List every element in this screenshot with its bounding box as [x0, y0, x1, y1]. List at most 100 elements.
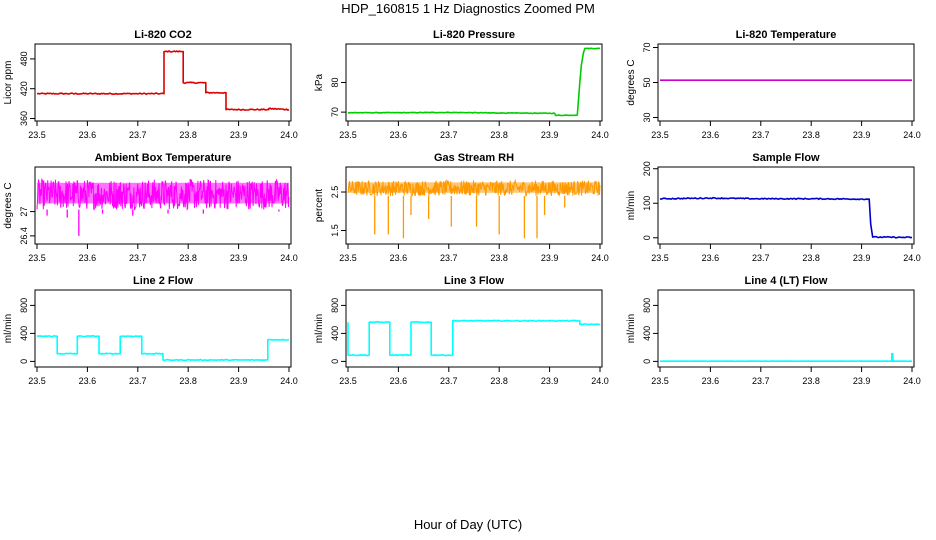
plot-frame — [345, 43, 603, 122]
y-tick-label: 400 — [19, 326, 29, 341]
y-axis-label: degrees C — [3, 182, 14, 228]
x-tick-label: 23.6 — [390, 376, 408, 386]
x-tick-label: 23.6 — [390, 130, 408, 140]
plot-frame — [657, 289, 915, 368]
panel-title: Gas Stream RH — [434, 152, 514, 164]
x-tick-label: 23.7 — [440, 376, 458, 386]
x-tick-label: 23.9 — [853, 253, 871, 263]
x-tick-label: 23.6 — [702, 376, 720, 386]
plot-frame — [657, 43, 915, 122]
panel-li-820-co2: Li-820 CO2 Licor ppm 23.5 23.6 23.7 23.8 23.9 2… — [3, 29, 298, 140]
x-tick-label: 23.6 — [79, 253, 97, 263]
data-band — [37, 182, 289, 204]
x-tick-label: 23.9 — [853, 130, 871, 140]
panel-title: Ambient Box Temperature — [95, 152, 232, 164]
x-tick-label: 23.9 — [853, 376, 871, 386]
panel-li-820-temperature: Li-820 Temperature degrees C 23.5 23.6 23.7 2… — [626, 29, 921, 140]
plot-frame — [34, 289, 292, 368]
y-tick-label: 0 — [642, 235, 652, 240]
data-line — [659, 352, 912, 363]
x-tick-label: 23.5 — [339, 253, 357, 263]
data-band — [348, 182, 600, 193]
y-tick-label: 200 — [642, 161, 652, 176]
y-tick-label: 0 — [642, 359, 652, 364]
x-tick-label: 23.8 — [802, 376, 820, 386]
y-axis-label: degrees C — [626, 59, 637, 105]
x-tick-label: 23.5 — [339, 376, 357, 386]
x-tick-label: 23.9 — [230, 253, 248, 263]
plot-frame — [345, 289, 603, 368]
plot-frame — [34, 43, 292, 122]
series-sample-flow — [659, 196, 913, 239]
plot-frame — [657, 166, 915, 245]
y-tick-label: 480 — [19, 51, 29, 66]
x-tick-label: 23.7 — [129, 253, 147, 263]
y-tick-label: 400 — [330, 326, 340, 341]
y-tick-label: 70 — [642, 42, 652, 52]
panel-title: Li-820 Temperature — [736, 29, 837, 41]
data-line — [659, 196, 913, 239]
x-tick-label: 23.8 — [490, 253, 508, 263]
x-tick-label: 23.7 — [440, 253, 458, 263]
y-tick-label: 400 — [642, 326, 652, 341]
y-tick-label: 80 — [330, 77, 340, 87]
x-tick-label: 23.5 — [651, 376, 669, 386]
y-axis-label: Licor ppm — [3, 61, 14, 105]
x-tick-label: 23.8 — [802, 130, 820, 140]
data-line — [347, 319, 601, 357]
y-tick-label: 0 — [330, 359, 340, 364]
x-tick-label: 24.0 — [903, 376, 921, 386]
y-axis-label: ml/min — [314, 314, 325, 343]
y-tick-label: 100 — [642, 196, 652, 211]
panel-title: Li-820 Pressure — [433, 29, 515, 41]
data-line — [36, 334, 290, 362]
data-line — [36, 50, 290, 111]
y-tick-label: 27 — [19, 207, 29, 217]
series-line-4-lt-flow — [659, 352, 912, 363]
x-tick-label: 23.6 — [390, 253, 408, 263]
y-tick-label: 2.5 — [330, 186, 340, 199]
x-tick-label: 23.8 — [490, 376, 508, 386]
y-tick-label: 800 — [330, 298, 340, 313]
data-line — [347, 47, 601, 117]
x-tick-label: 23.6 — [702, 130, 720, 140]
panel-sample-flow: Sample Flow ml/min 23.5 23.6 23.7 23.8 23.9 24.… — [626, 152, 921, 263]
x-tick-label: 23.7 — [752, 376, 770, 386]
x-tick-label: 23.9 — [230, 376, 248, 386]
x-tick-label: 24.0 — [280, 130, 298, 140]
y-axis-label: ml/min — [626, 314, 637, 343]
y-axis-label: kPa — [314, 73, 325, 91]
x-tick-label: 23.5 — [28, 253, 46, 263]
panel-title: Li-820 CO2 — [134, 29, 191, 41]
series-line-2-flow — [36, 334, 290, 362]
plot-frame — [345, 166, 603, 245]
panel-li-820-pressure: Li-820 Pressure kPa 23.5 23.6 23.7 23.8 23.9 24… — [314, 29, 609, 140]
y-tick-label: 70 — [330, 107, 340, 117]
x-tick-label: 24.0 — [591, 130, 609, 140]
panel-ambient-box-temperature: Ambient Box Temperature degrees C 23.5 23.6… — [3, 152, 298, 263]
x-tick-label: 24.0 — [903, 130, 921, 140]
x-tick-label: 23.9 — [541, 253, 559, 263]
y-tick-label: 800 — [642, 298, 652, 313]
plot-frame — [34, 166, 292, 245]
main-title: HDP_160815 1 Hz Diagnostics Zoomed PM — [341, 1, 595, 16]
x-tick-label: 23.7 — [752, 130, 770, 140]
y-axis-label: ml/min — [3, 314, 14, 343]
y-tick-label: 30 — [642, 112, 652, 122]
y-tick-label: 800 — [19, 298, 29, 313]
x-tick-label: 23.5 — [651, 130, 669, 140]
x-tick-label: 23.9 — [230, 130, 248, 140]
x-tick-label: 23.5 — [651, 253, 669, 263]
x-tick-label: 23.6 — [79, 376, 97, 386]
panel-gas-stream-rh: Gas Stream RH percent 23.5 23.6 23.7 23.8 23.9… — [314, 152, 609, 263]
x-axis-title: Hour of Day (UTC) — [413, 517, 523, 532]
x-tick-label: 23.8 — [179, 130, 197, 140]
x-tick-label: 23.5 — [28, 130, 46, 140]
x-tick-label: 23.7 — [129, 376, 147, 386]
x-tick-label: 23.9 — [541, 376, 559, 386]
x-tick-label: 24.0 — [280, 376, 298, 386]
panel-title: Line 3 Flow — [444, 275, 504, 287]
x-tick-label: 23.6 — [702, 253, 720, 263]
series-gas-stream-rh — [347, 178, 601, 239]
